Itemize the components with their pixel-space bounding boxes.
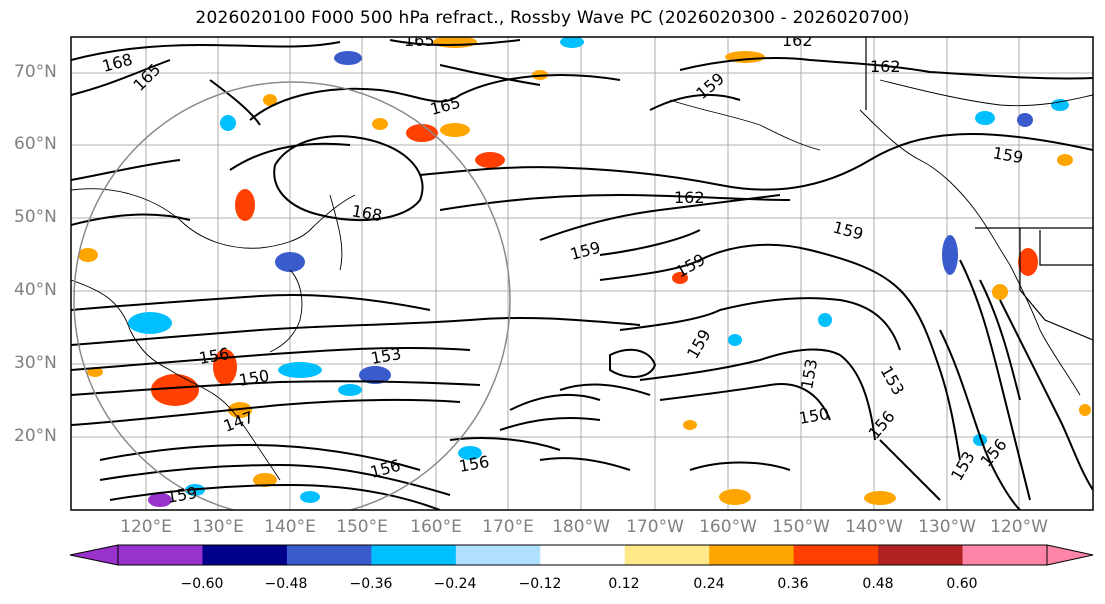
colorbar-tick-label: −0.48 (264, 576, 308, 592)
colorbar-segment (286, 545, 372, 565)
colorbar-segment (371, 545, 457, 565)
lat-label-20n: 20°N (14, 426, 57, 446)
colorbar-segment (878, 545, 964, 565)
colorbar-tick-label: −0.60 (180, 576, 224, 592)
colorbar-segment (455, 545, 541, 565)
lon-label: 120°E (120, 517, 172, 537)
map-title: 2026020100 F000 500 hPa refract., Rossby… (195, 8, 910, 28)
lat-label-40n: 40°N (14, 280, 57, 300)
lat-label-70n: 70°N (14, 62, 57, 82)
contour-label: 162 (674, 188, 705, 207)
borders (865, 37, 1093, 341)
colorbar (69, 544, 1094, 566)
colorbar-frame (117, 544, 1048, 566)
lon-label: 160°E (410, 517, 462, 537)
colorbar-segment (962, 545, 1048, 565)
coastlines (71, 79, 1093, 481)
lon-label: 140°E (264, 517, 316, 537)
colorbar-tick-label: 0.36 (777, 576, 809, 592)
contour-label: 162 (870, 57, 901, 76)
colorbar-tick-label: 0.48 (862, 576, 894, 592)
lon-label: 140°W (845, 517, 903, 537)
colorbar-tick-label: −0.36 (349, 576, 393, 592)
colorbar-segment (624, 545, 710, 565)
contour-label: 162 (782, 31, 813, 50)
highlight-circle (73, 81, 511, 510)
colorbar-segment (118, 545, 203, 565)
lon-label: 170°E (482, 517, 534, 537)
map-background (71, 37, 1093, 510)
lon-label: 150°E (336, 517, 388, 537)
colorbar-extend-min (69, 544, 119, 566)
lon-label: 160°W (699, 517, 757, 537)
lon-label: 170°W (626, 517, 684, 537)
lon-label: 120°W (990, 517, 1048, 537)
refractivity-contours (71, 39, 1093, 510)
colorbar-tick-label: 0.60 (946, 576, 978, 592)
colorbar-tick-label: 0.24 (693, 576, 725, 592)
colorbar-segment (202, 545, 288, 565)
colorbar-tick-label: −0.24 (433, 576, 477, 592)
colorbar-segment (540, 545, 626, 565)
contour-label: 165 (404, 31, 435, 50)
lon-label: 150°W (772, 517, 830, 537)
colorbar-tick-label: 0.12 (608, 576, 640, 592)
graticule (71, 37, 1093, 510)
map-border (70, 36, 1094, 511)
lat-label-50n: 50°N (14, 207, 57, 227)
colorbar-segment (709, 545, 795, 565)
lon-label: 180°W (552, 517, 610, 537)
colorbar-segment (793, 545, 879, 565)
lat-label-60n: 60°N (14, 134, 57, 154)
colorbar-tick-label: −0.12 (518, 576, 562, 592)
lon-label: 130°W (918, 517, 976, 537)
lat-label-30n: 30°N (14, 353, 57, 373)
lon-label: 130°E (192, 517, 244, 537)
colorbar-extend-max (1046, 544, 1094, 566)
